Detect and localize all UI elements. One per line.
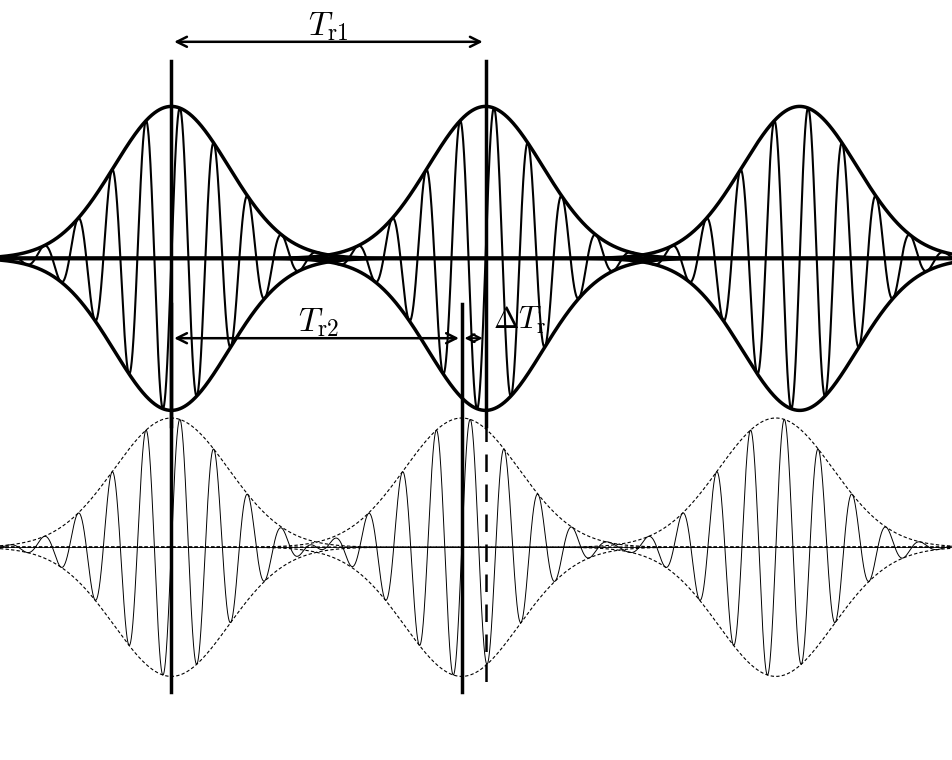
Text: $T_{\mathrm{r1}}$: $T_{\mathrm{r1}}$ [308, 11, 348, 43]
Text: $T_{\mathrm{r2}}$: $T_{\mathrm{r2}}$ [298, 307, 340, 339]
Text: $\Delta T_{\mathrm{r}}$: $\Delta T_{\mathrm{r}}$ [493, 305, 546, 337]
